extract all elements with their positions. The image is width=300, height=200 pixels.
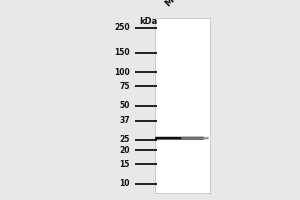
Text: 20: 20 (119, 146, 130, 155)
Text: 50: 50 (120, 102, 130, 110)
Text: 37: 37 (119, 116, 130, 125)
Text: 75: 75 (119, 82, 130, 91)
Bar (155, 18, 210, 193)
Text: 25: 25 (120, 135, 130, 144)
Text: 100: 100 (114, 68, 130, 77)
Text: 150: 150 (114, 48, 130, 57)
Text: MCF-7: MCF-7 (164, 0, 192, 8)
Text: 250: 250 (114, 23, 130, 32)
Text: 15: 15 (120, 160, 130, 169)
Text: kDa: kDa (139, 18, 157, 26)
Text: 10: 10 (119, 180, 130, 188)
